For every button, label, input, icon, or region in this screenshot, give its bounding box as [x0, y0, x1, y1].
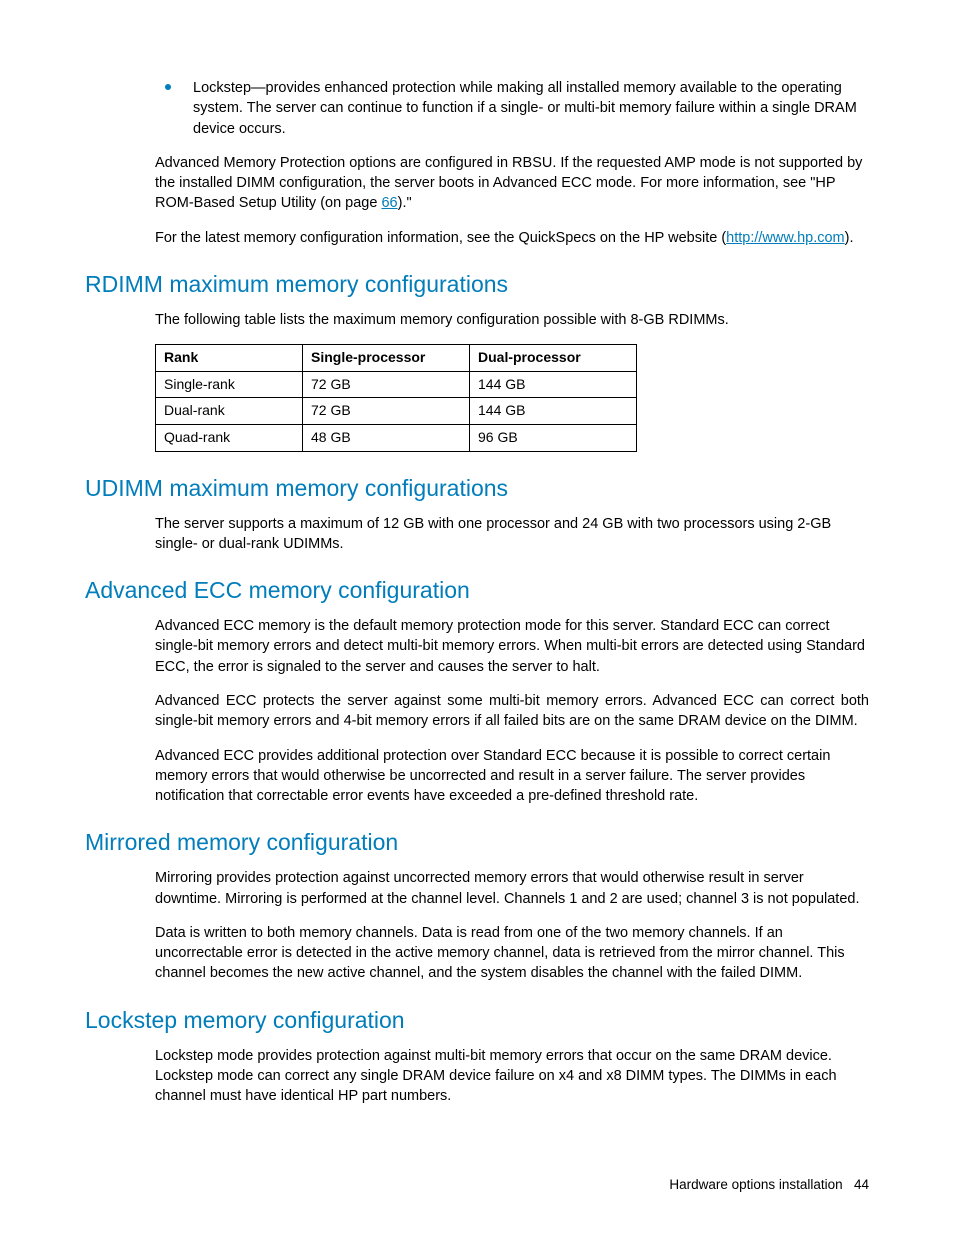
body-text: Advanced Memory Protection options are c… [155, 155, 862, 212]
cell: Dual-rank [156, 398, 303, 425]
cell: 48 GB [303, 425, 470, 452]
aecc-heading: Advanced ECC memory configuration [85, 576, 869, 606]
lockstep-text: Lockstep mode provides protection agains… [155, 1046, 869, 1107]
amp-paragraph: Advanced Memory Protection options are c… [155, 153, 869, 214]
footer-page: 44 [854, 1177, 869, 1192]
udimm-heading: UDIMM maximum memory configurations [85, 474, 869, 504]
rdimm-heading: RDIMM maximum memory configurations [85, 270, 869, 300]
bullet-icon [165, 84, 171, 90]
cell: 72 GB [303, 398, 470, 425]
aecc-p3: Advanced ECC provides additional protect… [155, 746, 869, 807]
cell: 96 GB [470, 425, 637, 452]
rdimm-intro: The following table lists the maximum me… [155, 310, 869, 330]
page-footer: Hardware options installation 44 [669, 1176, 869, 1195]
cell: 72 GB [303, 371, 470, 398]
cell: Quad-rank [156, 425, 303, 452]
body-text: For the latest memory configuration info… [155, 230, 726, 246]
mirror-heading: Mirrored memory configuration [85, 828, 869, 858]
table-row: Single-rank 72 GB 144 GB [156, 371, 637, 398]
table-header-row: Rank Single-processor Dual-processor [156, 345, 637, 372]
list-item: Lockstep—provides enhanced protection wh… [155, 78, 869, 139]
mirror-p2: Data is written to both memory channels.… [155, 923, 869, 984]
udimm-text: The server supports a maximum of 12 GB w… [155, 514, 869, 555]
quickspecs-paragraph: For the latest memory configuration info… [155, 228, 869, 248]
page-ref-link[interactable]: 66 [381, 195, 397, 211]
col-single: Single-processor [303, 345, 470, 372]
rdimm-table: Rank Single-processor Dual-processor Sin… [155, 344, 637, 451]
col-dual: Dual-processor [470, 345, 637, 372]
col-rank: Rank [156, 345, 303, 372]
aecc-p1: Advanced ECC memory is the default memor… [155, 616, 869, 677]
lockstep-heading: Lockstep memory configuration [85, 1006, 869, 1036]
footer-section: Hardware options installation [669, 1177, 842, 1192]
cell: Single-rank [156, 371, 303, 398]
cell: 144 GB [470, 398, 637, 425]
cell: 144 GB [470, 371, 637, 398]
lockstep-bullet-list: Lockstep—provides enhanced protection wh… [155, 78, 869, 139]
hp-website-link[interactable]: http://www.hp.com [726, 230, 844, 246]
aecc-p2: Advanced ECC protects the server against… [155, 691, 869, 732]
table-row: Dual-rank 72 GB 144 GB [156, 398, 637, 425]
mirror-p1: Mirroring provides protection against un… [155, 868, 869, 909]
bullet-text: Lockstep—provides enhanced protection wh… [193, 80, 857, 137]
body-text: ). [845, 230, 854, 246]
body-text: )." [398, 195, 412, 211]
table-row: Quad-rank 48 GB 96 GB [156, 425, 637, 452]
